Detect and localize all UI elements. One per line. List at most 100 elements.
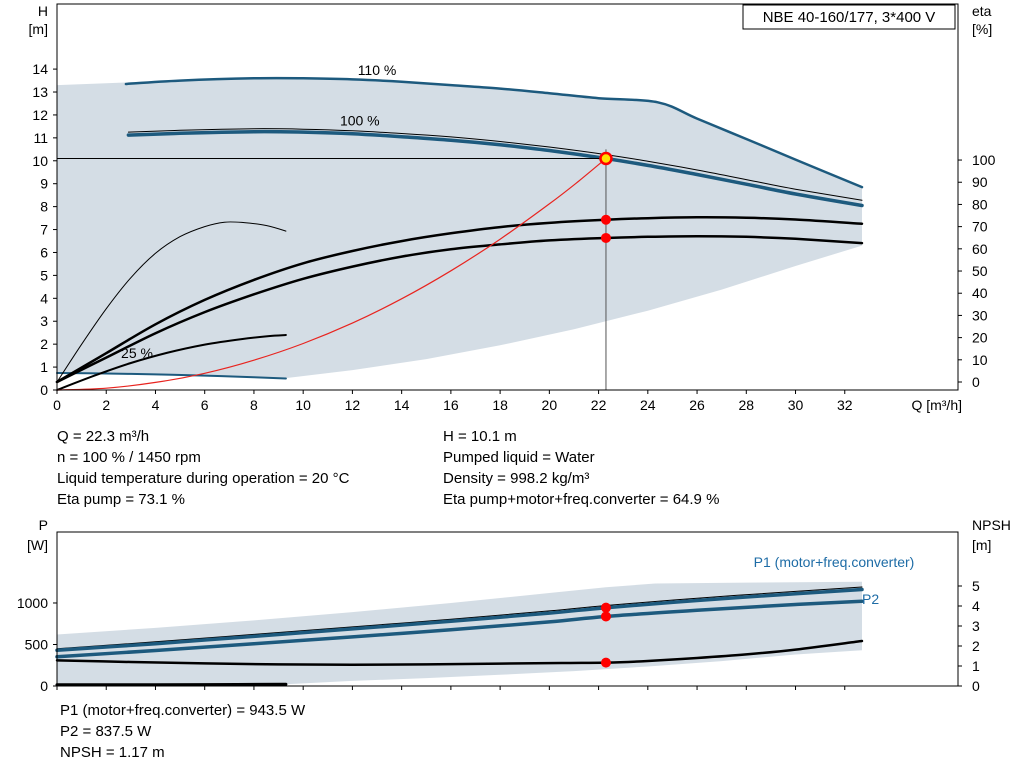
- y-tick-left-label: 0: [40, 678, 48, 694]
- eta-total-curve: [55, 234, 864, 384]
- x-tick-label: 32: [837, 397, 853, 413]
- eta-pump-curve: [55, 216, 864, 384]
- y-tick-right-label: 5: [972, 578, 980, 594]
- y-tick-right-label: 90: [972, 174, 988, 190]
- speed-curve-100: [126, 129, 864, 208]
- info-head: H = 10.1 m: [443, 428, 517, 445]
- y-tick-right-label: 2: [972, 638, 980, 654]
- x-tick-label: 10: [295, 397, 311, 413]
- y-tick-left-label: 4: [40, 290, 48, 306]
- x-axis-label: Q [m³/h]: [911, 397, 962, 413]
- affinity-curve: [56, 157, 607, 391]
- y-tick-left-label: 7: [40, 222, 48, 238]
- hq-chart: 0 2 4 6 8 10 12 14 16 18 20 22 24 26 28 30 32 0 1 2 3 4 5 6 7 8 9 1…: [29, 3, 996, 413]
- x-tick-label: 4: [152, 397, 160, 413]
- y-tick-right-label: 60: [972, 241, 988, 257]
- y-tick-left-label: 9: [40, 176, 48, 192]
- y-tick-right-label: 0: [972, 374, 980, 390]
- x-tick-label: 28: [739, 397, 755, 413]
- duty-info-right-column: H = 10.1 m Pumped liquid = Water Density…: [443, 426, 719, 510]
- y-tick-left-label: 6: [40, 244, 48, 260]
- speed-curve-110: [124, 76, 864, 189]
- y-tick-left-label: 8: [40, 199, 48, 215]
- y-tick-right-label: 50: [972, 263, 988, 279]
- y-tick-left-label: 3: [40, 313, 48, 329]
- power-results-text: P1 (motor+freq.converter) = 943.5 W P2 =…: [60, 700, 305, 763]
- y-tick-left-label: 14: [32, 61, 48, 77]
- p2-curve: [55, 599, 864, 659]
- curve-label: 25 %: [121, 345, 153, 361]
- y-tick-left-label: 12: [32, 107, 48, 123]
- y-tick-right-label: 0: [972, 678, 980, 694]
- y-axis-right-label: NPSH: [972, 520, 1011, 533]
- pump-title-box: [742, 4, 956, 30]
- x-tick-label: 8: [250, 397, 258, 413]
- y-tick-right-label: 20: [972, 330, 988, 346]
- hq-chart-frame: [56, 3, 959, 391]
- y-axis-right-label: eta: [972, 3, 992, 19]
- y-tick-right-label: 30: [972, 307, 988, 323]
- y-axis-right-unit: [m]: [972, 537, 991, 553]
- y-tick-left-label: 5: [40, 267, 48, 283]
- tolerance-curve-100: [127, 128, 863, 201]
- y-tick-left-label: 2: [40, 336, 48, 352]
- y-tick-right-label: 40: [972, 285, 988, 301]
- y-tick-right-label: 70: [972, 219, 988, 235]
- duty-point: [599, 151, 613, 166]
- hq-chart-envelope: [57, 78, 862, 379]
- info-speed: n = 100 % / 1450 rpm: [57, 449, 201, 466]
- result-p1: P1 (motor+freq.converter) = 943.5 W: [60, 702, 306, 719]
- y-tick-right-label: 4: [972, 598, 980, 614]
- info-eta-pump: Eta pump = 73.1 %: [57, 491, 185, 508]
- power-npsh-chart-frame: [56, 531, 959, 687]
- y-tick-left-label: 13: [32, 84, 48, 100]
- y-tick-right-label: 80: [972, 196, 988, 212]
- x-tick-label: 30: [788, 397, 804, 413]
- y-tick-left-label: 10: [32, 153, 48, 169]
- info-pumped-liquid: Pumped liquid = Water: [443, 449, 595, 466]
- y-axis-left-label: P: [39, 520, 48, 533]
- y-tick-left-label: 1: [40, 359, 48, 375]
- result-p2: P2 = 837.5 W: [60, 723, 152, 740]
- y-tick-right-label: 10: [972, 352, 988, 368]
- info-flow: Q = 22.3 m³/h: [57, 428, 150, 445]
- p-min-speed-curve: [55, 682, 288, 687]
- x-tick-label: 16: [443, 397, 459, 413]
- y-tick-left-label: 0: [40, 382, 48, 398]
- x-tick-label: 20: [542, 397, 558, 413]
- y-tick-left-label: 1000: [17, 595, 48, 611]
- hq-chart-svg: 0 2 4 6 8 10 12 14 16 18 20 22 24 26 28 30 3201234567891…: [29, 3, 996, 413]
- info-eta-total: Eta pump+motor+freq.converter = 64.9 %: [443, 491, 720, 508]
- p1-curve: [55, 587, 864, 653]
- p1-point: [600, 602, 611, 613]
- x-tick-label: 18: [492, 397, 508, 413]
- p2-point: [600, 611, 611, 622]
- power-npsh-chart: 0 500 1000 0 1 2 3 4 5 P [W] NPSH [m] P1 (motor+freq.…: [0, 517, 1024, 695]
- power-npsh-chart-svg: 0 500 1000 0 1 2 3 4 5 P [W] NPSH [m] P1 (motor+freq.…: [17, 517, 1011, 694]
- result-npsh: NPSH = 1.17 m: [60, 744, 165, 761]
- curve-label: 110 %: [358, 62, 397, 78]
- p1-tolerance-curve: [56, 586, 863, 650]
- eta-pump-point: [600, 214, 611, 225]
- x-tick-label: 14: [394, 397, 410, 413]
- y-tick-left-label: 11: [33, 130, 48, 146]
- x-tick-label: 6: [201, 397, 209, 413]
- curve-label: 100 %: [340, 112, 380, 128]
- x-tick-label: 0: [53, 397, 61, 413]
- y-tick-left-label: 500: [25, 636, 49, 652]
- y-axis-right-unit: [%]: [972, 21, 992, 37]
- y-tick-right-label: 3: [972, 618, 980, 634]
- eta-part-load-curve: [56, 221, 287, 383]
- x-tick-label: 12: [345, 397, 361, 413]
- y-axis-left-unit: [m]: [29, 21, 48, 37]
- y-axis-left-unit: [W]: [27, 537, 48, 553]
- y-tick-right-label: 1: [972, 658, 980, 674]
- info-liquid-temperature: Liquid temperature during operation = 20…: [57, 470, 350, 487]
- pump-title: NBE 40-160/177, 3*400 V: [763, 9, 936, 26]
- npsh-curve: [55, 639, 864, 667]
- duty-info-left-column: Q = 22.3 m³/h n = 100 % / 1450 rpm Liqui…: [57, 426, 349, 510]
- x-tick-label: 26: [689, 397, 705, 413]
- eta-total-point: [600, 232, 611, 243]
- x-tick-label: 22: [591, 397, 607, 413]
- info-density: Density = 998.2 kg/m³: [443, 470, 590, 487]
